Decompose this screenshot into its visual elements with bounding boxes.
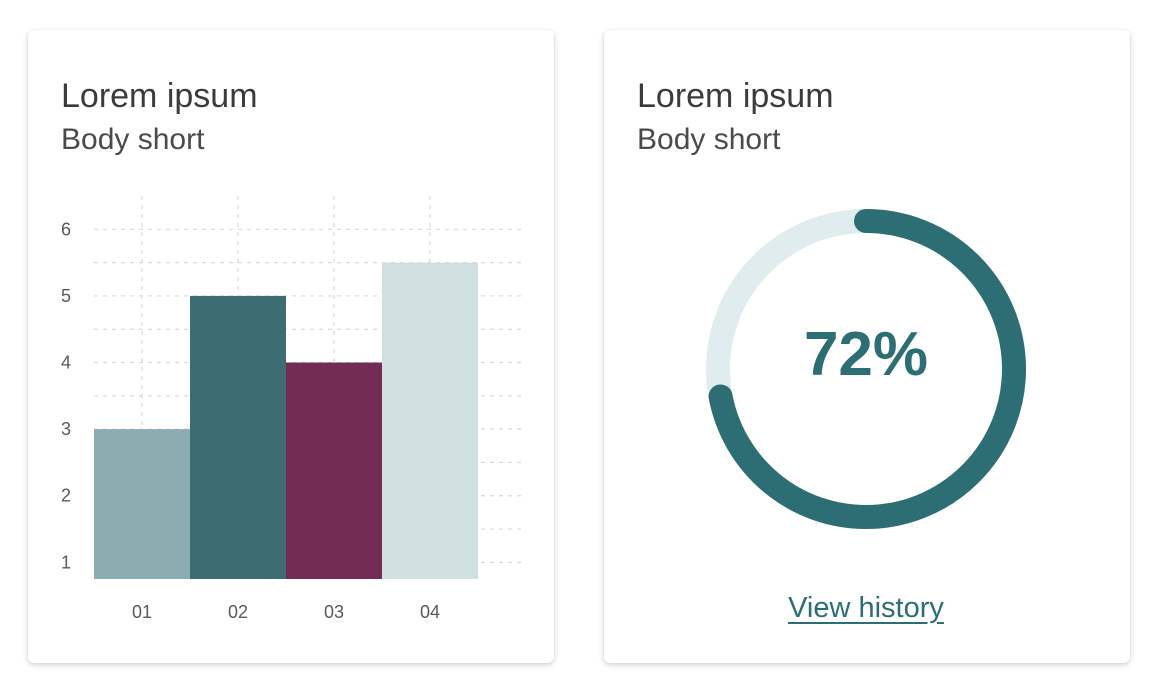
x-tick-label: 01 — [132, 602, 152, 622]
bar-04 — [382, 262, 478, 579]
x-axis-ticks: 01 02 03 04 — [132, 602, 440, 622]
progress-card: Lorem ipsum Body short 72% View history — [604, 30, 1130, 663]
card-subtitle: Body short — [637, 123, 781, 156]
card-subtitle: Body short — [61, 123, 205, 156]
card-title: Lorem ipsum — [61, 77, 258, 115]
y-tick-label: 1 — [61, 552, 71, 572]
y-axis-ticks: 1 2 3 4 5 6 — [61, 219, 71, 572]
y-tick-label: 4 — [61, 353, 71, 373]
bar-chart-card: Lorem ipsum Body short 1 2 3 4 5 6 01 02 03 04 — [28, 30, 554, 663]
y-tick-label: 5 — [61, 286, 71, 306]
view-history-link[interactable]: View history — [788, 592, 944, 624]
bar-01 — [94, 429, 190, 579]
bar-02 — [190, 295, 286, 579]
bar-03 — [286, 362, 382, 579]
progress-percent: 72% — [803, 320, 929, 389]
x-tick-label: 02 — [228, 602, 248, 622]
x-tick-label: 04 — [420, 602, 440, 622]
y-tick-label: 3 — [61, 419, 71, 439]
progress-donut — [706, 209, 1026, 529]
y-tick-label: 6 — [61, 219, 71, 239]
donut-progress-arc — [706, 209, 1026, 529]
y-tick-label: 2 — [61, 486, 71, 506]
bar-chart: 1 2 3 4 5 6 01 02 03 04 — [61, 196, 522, 622]
chart-bars — [94, 262, 478, 579]
x-tick-label: 03 — [324, 602, 344, 622]
card-title: Lorem ipsum — [637, 77, 834, 115]
